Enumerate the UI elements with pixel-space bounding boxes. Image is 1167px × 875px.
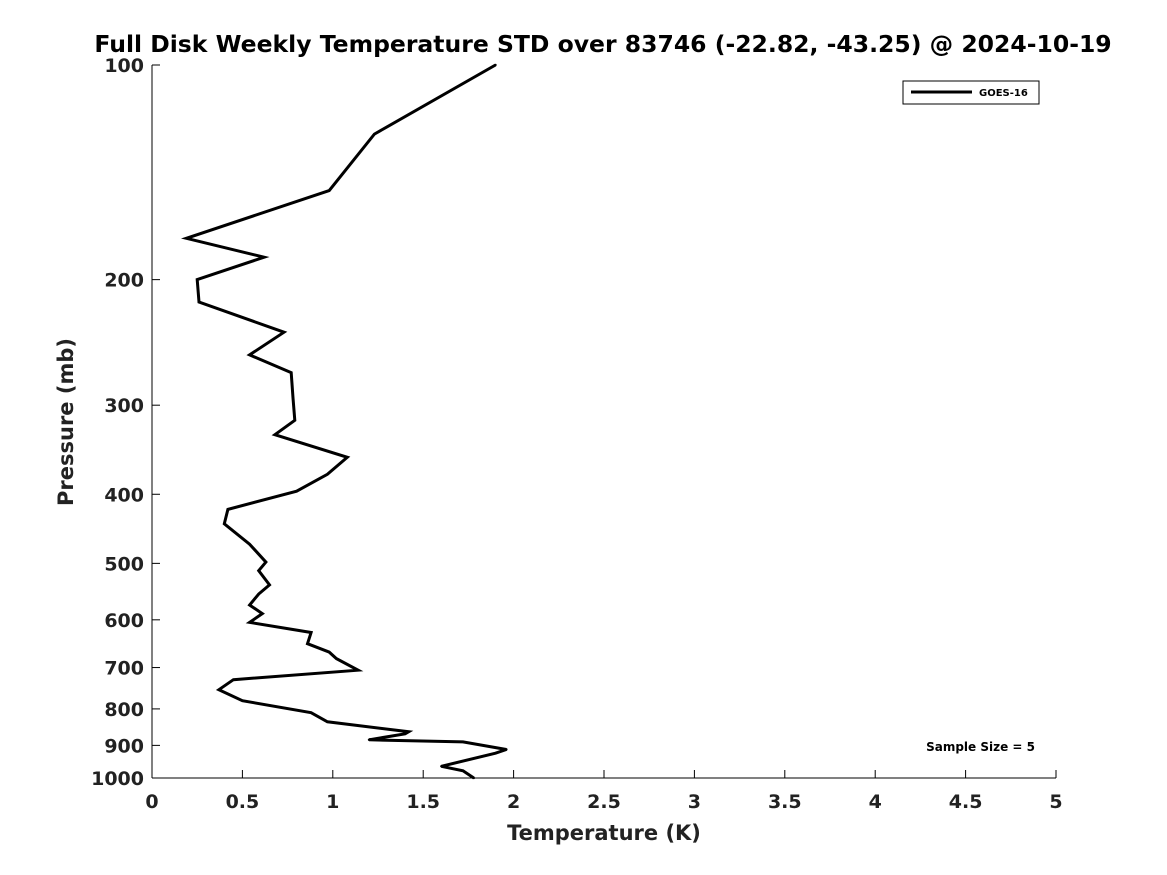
data-point — [335, 657, 338, 660]
sample-size-annotation: Sample Size = 5 — [926, 740, 1035, 754]
legend: GOES-16 — [902, 80, 1040, 105]
data-point — [367, 738, 371, 741]
data-point — [472, 776, 475, 780]
y-tick-label: 800 — [104, 699, 144, 721]
x-tick-label: 0.5 — [226, 791, 260, 813]
data-point — [232, 678, 235, 681]
y-tick-label: 600 — [104, 610, 144, 632]
data-point — [326, 473, 329, 476]
data-point — [403, 732, 407, 735]
x-tick-label: 4 — [869, 791, 882, 813]
chart-title: Full Disk Weekly Temperature STD over 83… — [94, 30, 1111, 58]
data-point — [248, 621, 251, 624]
x-tick-label: 3 — [688, 791, 701, 813]
data-point — [494, 752, 497, 755]
data-point — [223, 522, 226, 525]
data-point — [264, 560, 268, 564]
data-point — [346, 456, 349, 459]
data-point — [261, 612, 264, 615]
data-point — [295, 490, 298, 493]
data-point — [309, 631, 313, 634]
x-axis-ticks: 0 0.5 1 1.5 2 2.5 3 3.5 4 4.5 5 — [145, 770, 1063, 813]
data-point — [248, 543, 251, 546]
data-point — [494, 63, 497, 67]
data-point — [241, 699, 244, 702]
x-tick-label: 4.5 — [949, 791, 983, 813]
data-point — [257, 569, 260, 572]
data-point — [373, 132, 376, 136]
y-tick-label: 300 — [104, 395, 144, 417]
data-point — [291, 396, 295, 400]
data-point — [505, 748, 508, 751]
data-point — [273, 433, 277, 436]
data-point — [196, 278, 199, 281]
data-point — [356, 669, 360, 672]
y-tick-label: 200 — [104, 270, 144, 292]
data-point — [248, 603, 251, 607]
legend-label-goes-16: GOES-16 — [979, 88, 1028, 99]
x-tick-label: 0 — [145, 791, 158, 813]
x-tick-label: 3.5 — [768, 791, 802, 813]
data-point — [326, 720, 329, 723]
data-point — [440, 765, 443, 768]
data-point — [407, 730, 410, 733]
data-point — [185, 237, 188, 240]
data-point — [293, 419, 296, 422]
x-tick-label: 1.5 — [406, 791, 440, 813]
data-point — [226, 508, 230, 511]
data-point — [257, 592, 260, 596]
y-tick-label: 100 — [104, 55, 144, 77]
x-axis-label: Temperature (K) — [507, 821, 701, 845]
x-tick-label: 5 — [1049, 791, 1062, 813]
data-point — [290, 371, 293, 374]
data-point — [217, 688, 221, 691]
x-tick-label: 2 — [507, 791, 520, 813]
y-tick-label: 500 — [104, 553, 144, 575]
data-point — [309, 711, 313, 714]
data-point — [268, 583, 271, 587]
y-tick-label: 1000 — [91, 768, 144, 790]
data-point — [461, 740, 465, 744]
y-tick-label: 900 — [104, 735, 144, 757]
x-tick-label: 1 — [326, 791, 339, 813]
data-point — [248, 353, 251, 357]
y-tick-label: 400 — [104, 484, 144, 506]
y-axis-ticks: 100 200 300 400 500 600 700 800 900 1000 — [91, 55, 160, 790]
data-point — [306, 642, 309, 645]
x-tick-label: 2.5 — [587, 791, 621, 813]
data-point — [282, 331, 286, 334]
data-point — [328, 650, 331, 654]
y-tick-label: 700 — [104, 658, 144, 680]
data-point — [197, 300, 201, 304]
data-point — [328, 189, 331, 192]
data-point — [461, 769, 465, 772]
data-point — [262, 256, 266, 259]
y-axis-label: Pressure (mb) — [54, 338, 78, 506]
